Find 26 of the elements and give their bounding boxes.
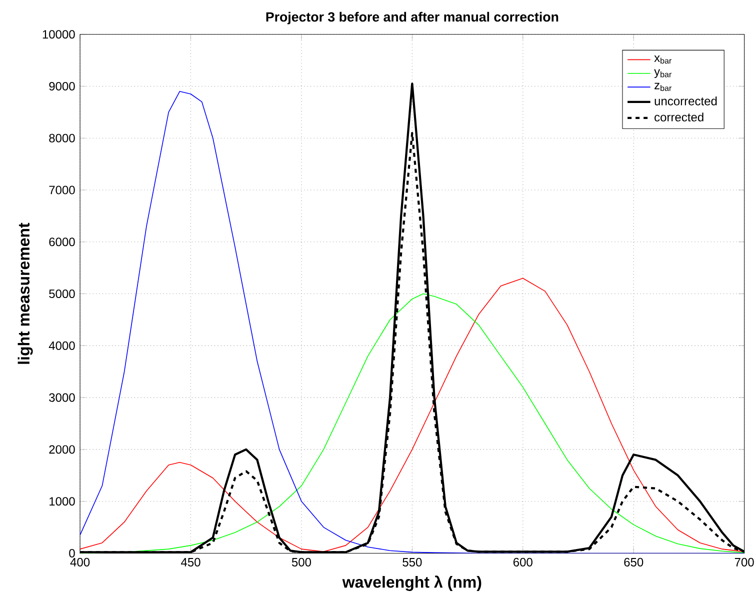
- x-tick-label: 600: [513, 558, 532, 566]
- x-axis-title: wavelenght λ (nm): [342, 575, 482, 591]
- x-tick-label: 500: [292, 558, 312, 566]
- y-tick-label: 9000: [49, 82, 75, 90]
- y-tick-label: 10000: [42, 30, 75, 38]
- y-tick-label: 7000: [49, 186, 75, 194]
- y-tick-label: 0: [69, 548, 75, 558]
- legend-label: corrected: [654, 112, 704, 122]
- x-tick-label: 400: [70, 558, 90, 566]
- y-tick-label: 3000: [49, 393, 75, 402]
- legend-label: y$_{bar}$: [654, 69, 672, 78]
- x-tick-label: 650: [624, 558, 644, 566]
- y-tick-label: 4000: [48, 341, 75, 350]
- y-tick-label: 2000: [49, 445, 75, 454]
- y-tick-label: 8000: [49, 134, 75, 142]
- y-tick-label: 5000: [49, 289, 75, 298]
- legend-label: z$_{bar}$: [654, 82, 672, 91]
- x-tick-label: 550: [402, 558, 422, 566]
- x-tick-label: 700: [734, 558, 754, 566]
- y-tick-label: 6000: [49, 238, 75, 246]
- legend-label: x$_{bar}$: [654, 55, 672, 64]
- y-axis-title: light measurement: [18, 222, 33, 364]
- chart-title: Projector 3 before and after manual correction: [266, 12, 558, 24]
- legend-label: uncorrected: [654, 96, 717, 106]
- x-tick-label: 450: [181, 558, 200, 566]
- y-tick-label: 1000: [50, 496, 75, 506]
